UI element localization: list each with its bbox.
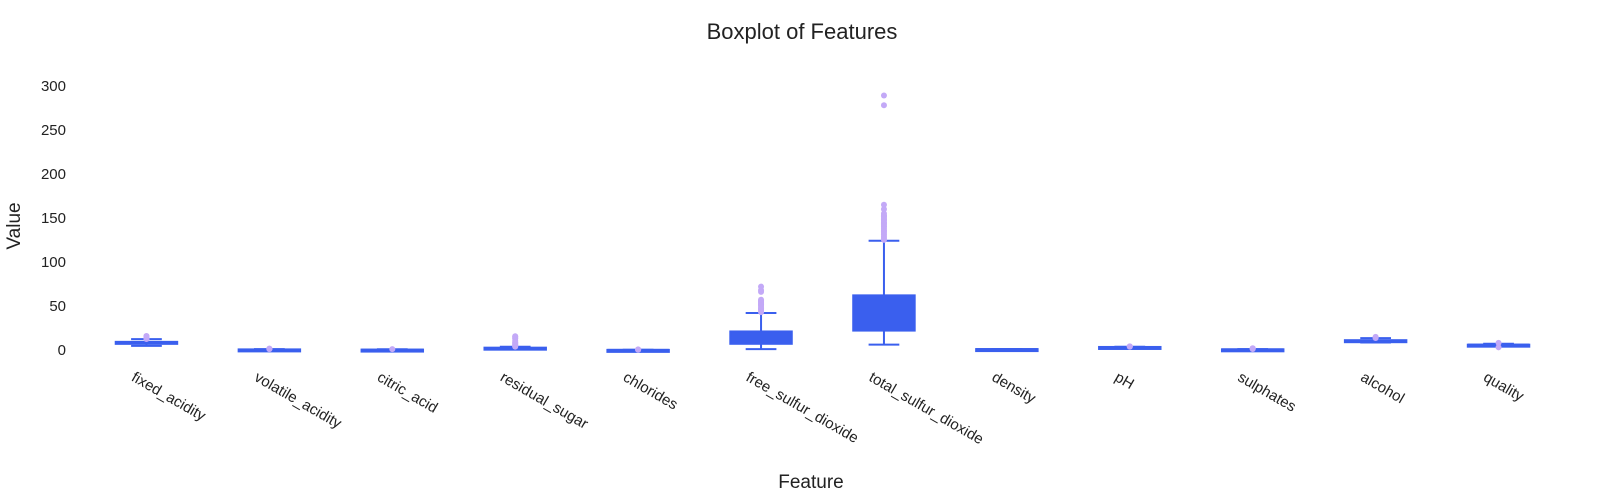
x-tick-label: alcohol	[1358, 369, 1408, 407]
outlier-point	[880, 92, 887, 99]
x-tick-label: volatile_acidity	[251, 369, 344, 433]
y-tick-label: 50	[49, 298, 66, 315]
outlier-point	[1372, 333, 1379, 340]
outlier-point	[143, 332, 150, 339]
outlier-point	[1126, 343, 1133, 350]
y-tick-label: 100	[41, 254, 66, 271]
x-tick-label: fixed_acidity	[128, 369, 208, 425]
box-alcohol	[1343, 333, 1408, 344]
box-sulphates	[1220, 345, 1285, 353]
y-tick-label: 0	[58, 342, 66, 359]
box-residual-sugar	[483, 333, 547, 351]
box-fixed-acidity	[114, 332, 179, 347]
x-tick-label: density	[989, 369, 1039, 408]
outlier-point	[512, 333, 519, 340]
plot-area	[114, 92, 1531, 353]
box-total-sulfur-dioxide	[852, 92, 916, 346]
outlier-point	[880, 102, 887, 109]
outlier-point	[880, 210, 887, 217]
outlier-point	[758, 296, 765, 303]
outlier-point	[266, 345, 273, 352]
box-quality	[1466, 339, 1531, 351]
box-volatile-acidity	[237, 345, 302, 353]
y-tick-label: 200	[41, 166, 66, 183]
x-tick-label: quality	[1481, 369, 1527, 406]
outlier-point	[1249, 345, 1256, 352]
outlier-point	[1495, 344, 1502, 351]
outlier-point	[635, 346, 642, 353]
outlier-point	[880, 201, 887, 208]
iqr-box	[852, 294, 916, 332]
x-tick-label: pH	[1112, 369, 1137, 393]
outlier-point	[880, 206, 887, 213]
outlier-point	[1495, 339, 1502, 346]
x-tick-label: sulphates	[1235, 369, 1299, 416]
box-density	[975, 348, 1039, 353]
outlier-point	[389, 346, 396, 353]
y-tick-label: 300	[41, 78, 66, 95]
box-chlorides	[606, 346, 670, 353]
box-citric-acid	[360, 346, 425, 353]
x-tick-label: citric_acid	[374, 369, 440, 417]
y-tick-label: 250	[41, 122, 66, 139]
outlier-point	[758, 283, 765, 290]
x-tick-label: residual_sugar	[497, 369, 591, 433]
x-axis-title: Feature	[778, 472, 843, 493]
x-axis-ticks: fixed_acidity volatile_acidity citric_acid…	[128, 369, 1527, 448]
y-axis-ticks: 0 50 100 150 200 250 300	[41, 78, 66, 359]
box-free-sulfur-dioxide	[729, 283, 793, 351]
chart-title: Boxplot of Features	[707, 19, 898, 44]
x-tick-label: total_sulfur_dioxide	[866, 369, 986, 448]
y-axis-title: Value	[4, 202, 25, 249]
x-tick-label: free_sulfur_dioxide	[743, 369, 861, 447]
box-pH	[1098, 343, 1162, 350]
x-tick-label: chlorides	[620, 369, 680, 414]
y-tick-label: 150	[41, 210, 66, 227]
